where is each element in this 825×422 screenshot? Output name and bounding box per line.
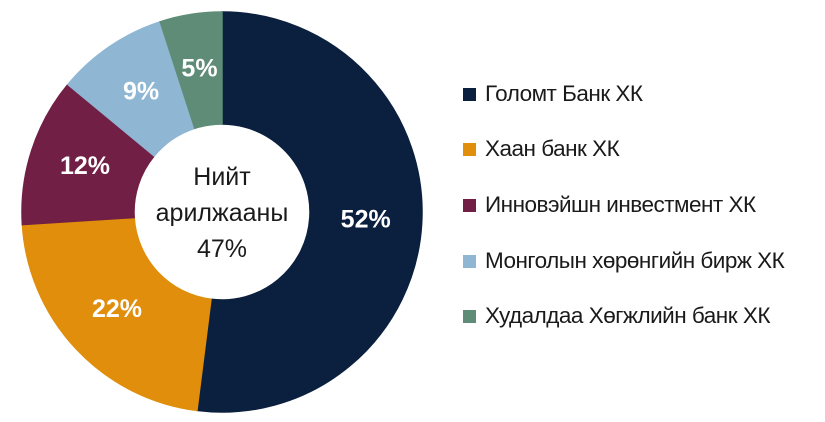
svg-text:арилжааны: арилжааны bbox=[156, 199, 289, 227]
svg-text:Нийт: Нийт bbox=[193, 163, 251, 191]
svg-text:52%: 52% bbox=[341, 206, 391, 234]
svg-text:5%: 5% bbox=[181, 54, 217, 82]
svg-text:47%: 47% bbox=[197, 235, 247, 263]
svg-text:9%: 9% bbox=[123, 78, 159, 106]
svg-text:12%: 12% bbox=[60, 152, 110, 180]
svg-text:22%: 22% bbox=[92, 295, 142, 323]
